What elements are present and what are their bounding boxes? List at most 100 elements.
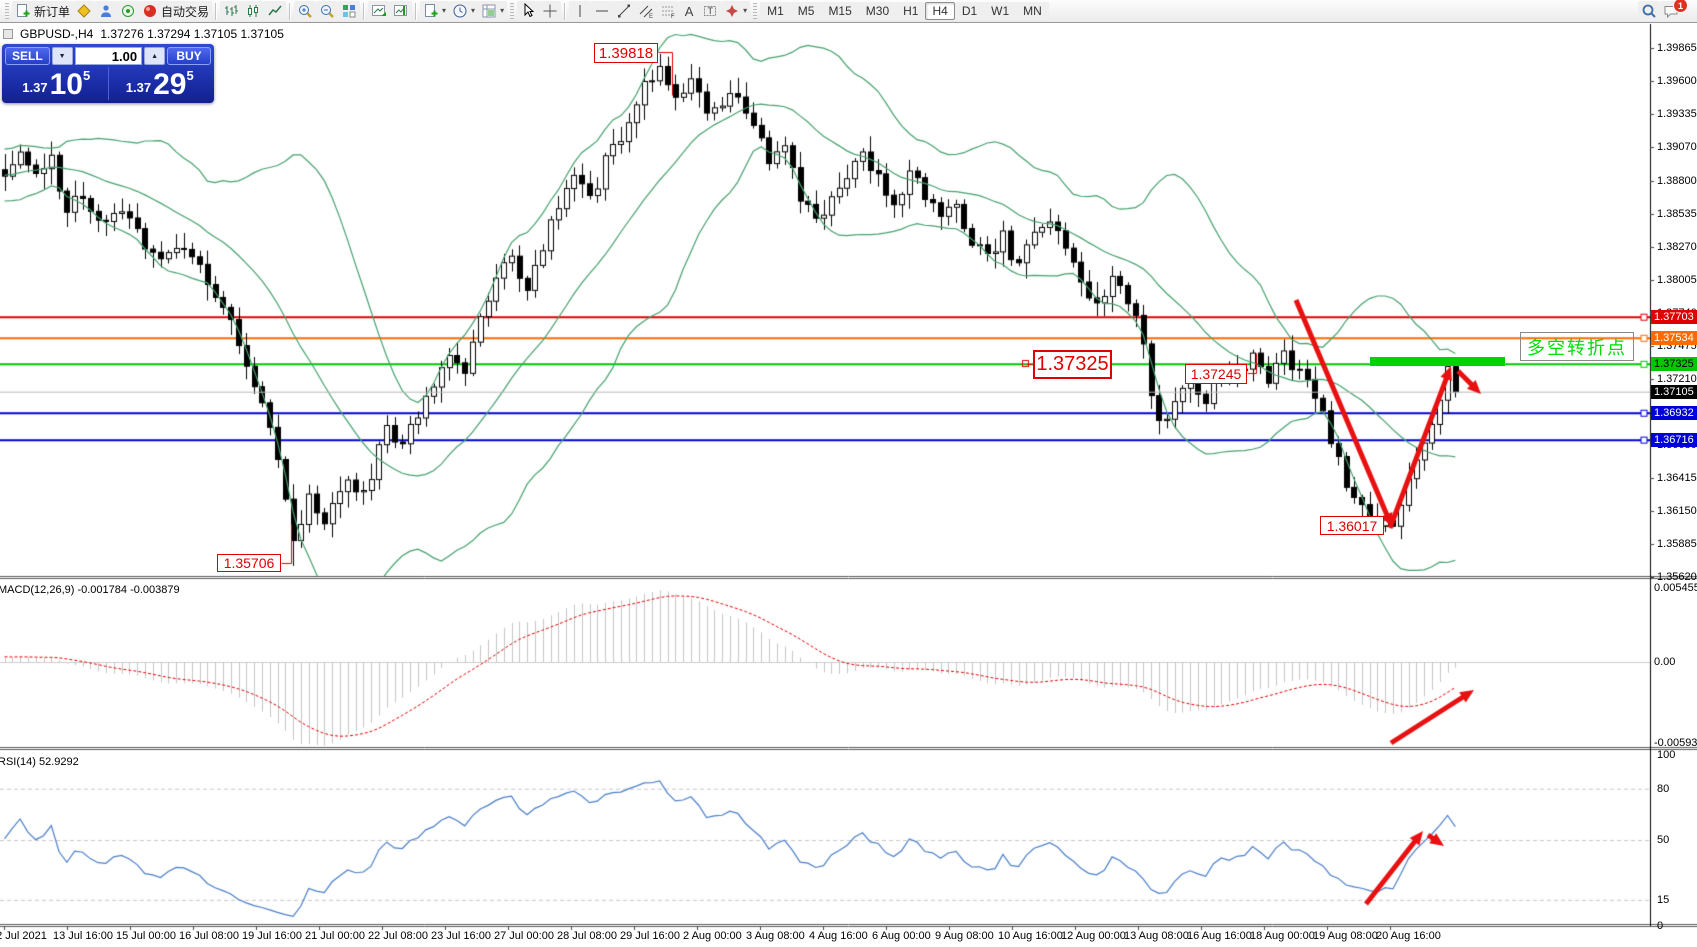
chart-shift-button[interactable] [390, 1, 413, 21]
price-callout[interactable]: 1.37245 [1185, 364, 1247, 384]
search-button[interactable] [1638, 1, 1660, 21]
chevron-down-icon: ▾ [442, 6, 447, 15]
rsi-tick: 100 [1657, 748, 1676, 761]
period-button[interactable]: ▾ [449, 1, 479, 21]
fibonacci-button[interactable]: F [657, 1, 680, 21]
auto-trading-button[interactable]: 自动交易 [139, 1, 213, 21]
time-tick: 21 Jul 00:00 [305, 930, 365, 942]
zoom-in-button[interactable] [294, 1, 317, 21]
signals-icon [120, 3, 136, 19]
vertical-line-button[interactable] [569, 1, 592, 21]
volume-input[interactable]: 1.00 [74, 47, 143, 65]
buy-price[interactable]: 1.37 29 5 [109, 67, 212, 100]
line-chart-button[interactable] [264, 1, 287, 21]
chevron-down-icon: ▾ [743, 6, 748, 15]
time-tick: 19 Jul 16:00 [242, 930, 302, 942]
text-button[interactable]: A [679, 1, 700, 21]
market-watch-button[interactable] [73, 1, 96, 21]
svg-text:E: E [649, 14, 653, 19]
crosshair-button[interactable] [539, 1, 562, 21]
navigator-button[interactable] [95, 1, 118, 21]
timeframe-h1[interactable]: H1 [896, 2, 926, 20]
price-callout[interactable]: 1.39818 [594, 43, 658, 63]
toolbar: 新订单 自动交易 ▾ ▾ ▾ E F A T ▾ M1 M5 M15 M30 H… [0, 0, 1697, 23]
toolbar-separator [215, 2, 218, 20]
time-tick: 23 Jul 16:00 [431, 930, 491, 942]
time-tick: 16 Jul 08:00 [179, 930, 239, 942]
pivot-note[interactable]: 多空转折点 [1520, 332, 1634, 361]
price-tick: 1.35885 [1657, 537, 1697, 550]
price-callout[interactable]: 1.36017 [1320, 516, 1384, 535]
search-icon [1641, 3, 1657, 19]
volume-down-stepper[interactable]: ▼ [51, 47, 73, 65]
svg-text:F: F [671, 14, 675, 19]
toolbar-separator [363, 2, 366, 20]
buy-price-prefix: 1.37 [125, 80, 152, 95]
sell-price-big: 10 [49, 68, 83, 101]
volume-up-stepper[interactable]: ▲ [144, 47, 165, 65]
horizontal-line-icon [594, 3, 610, 19]
price-tick: 1.36150 [1657, 504, 1697, 517]
time-tick: 12 Aug 00:00 [1061, 930, 1126, 942]
add-indicator-icon [423, 3, 439, 19]
text-icon: A [684, 3, 694, 19]
time-tick: 9 Aug 08:00 [935, 930, 994, 942]
timeframe-m30[interactable]: M30 [858, 2, 897, 20]
symbol-bar: GBPUSD-,H4 1.37276 1.37294 1.37105 1.371… [3, 27, 284, 41]
highlight-bar[interactable] [1370, 357, 1505, 366]
bar-chart-button[interactable] [220, 1, 243, 21]
price-tick: 1.39865 [1657, 42, 1697, 54]
price-line-label: 1.36932 [1651, 406, 1697, 421]
trendline-button[interactable] [613, 1, 636, 21]
buy-price-sup: 5 [186, 68, 194, 83]
text-label-button[interactable]: T [699, 1, 722, 21]
timeframe-w1[interactable]: W1 [984, 2, 1017, 20]
price-callout[interactable]: 1.37325 [1033, 350, 1112, 379]
price-line-label: 1.37534 [1651, 331, 1697, 346]
zoom-out-button[interactable] [316, 1, 339, 21]
notification-badge: 1 [1673, 0, 1688, 13]
price-tick: 1.38270 [1657, 240, 1697, 253]
signals-button[interactable] [117, 1, 140, 21]
symbol-title: GBPUSD-,H4 [20, 27, 94, 41]
timeframe-m15[interactable]: M15 [821, 2, 859, 20]
price-tick: 1.39070 [1657, 141, 1697, 153]
cursor-button[interactable] [517, 1, 540, 21]
notifications-button[interactable]: 1 [1660, 0, 1688, 21]
tile-windows-button[interactable] [338, 1, 361, 21]
buy-button[interactable]: BUY [167, 47, 211, 65]
line-chart-icon [267, 3, 283, 19]
market-watch-icon [76, 3, 92, 19]
timeframe-h4[interactable]: H4 [925, 2, 955, 20]
time-tick: 2 Aug 00:00 [683, 930, 742, 942]
time-tick: 27 Jul 00:00 [494, 930, 554, 942]
channel-button[interactable]: E [635, 1, 658, 21]
candlestick-chart-button[interactable] [242, 1, 265, 21]
timeframe-mn[interactable]: MN [1016, 2, 1049, 20]
timeframe-m5[interactable]: M5 [790, 2, 822, 20]
sell-price[interactable]: 1.37 10 5 [5, 67, 109, 100]
text-label-icon: T [702, 3, 718, 19]
svg-text:T: T [708, 6, 714, 16]
macd-indicator-label: MACD(12,26,9) -0.001784 -0.003879 [0, 584, 180, 596]
time-tick: 28 Jul 08:00 [557, 930, 617, 942]
sell-button[interactable]: SELL [5, 47, 50, 65]
time-tick: 4 Aug 16:00 [809, 930, 868, 942]
time-tick: 22 Jul 08:00 [368, 930, 428, 942]
chevron-down-icon: ▾ [500, 6, 505, 15]
time-tick: 6 Aug 00:00 [872, 930, 931, 942]
templates-button[interactable]: ▾ [478, 1, 508, 21]
auto-scroll-button[interactable] [368, 1, 391, 21]
timeframe-m1[interactable]: M1 [760, 2, 791, 20]
time-tick: 16 Aug 16:00 [1187, 930, 1252, 942]
auto-trading-icon [142, 3, 158, 19]
buy-price-big: 29 [153, 68, 187, 101]
add-indicator-button[interactable]: ▾ [420, 1, 450, 21]
timeframe-d1[interactable]: D1 [954, 2, 985, 20]
price-callout[interactable]: 1.35706 [217, 554, 281, 572]
new-order-button[interactable]: 新订单 [12, 1, 74, 21]
arrows-button[interactable]: ▾ [721, 1, 751, 21]
horizontal-line-button[interactable] [591, 1, 614, 21]
time-tick: 3 Aug 08:00 [746, 930, 805, 942]
